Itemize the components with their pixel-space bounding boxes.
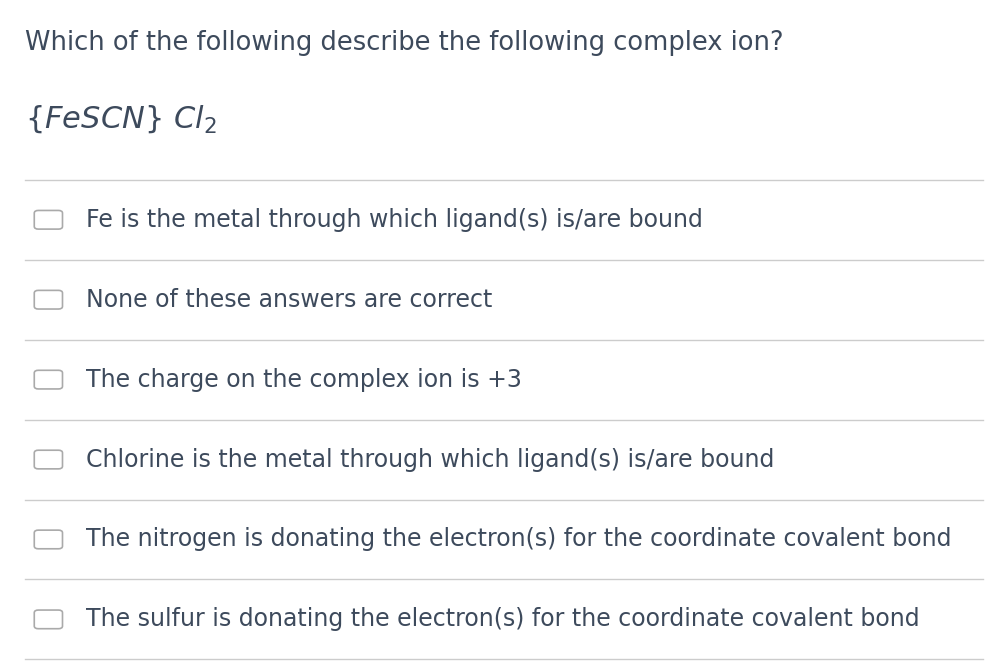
Text: Chlorine is the metal through which ligand(s) is/are bound: Chlorine is the metal through which liga… — [86, 448, 774, 472]
Text: The sulfur is donating the electron(s) for the coordinate covalent bond: The sulfur is donating the electron(s) f… — [86, 607, 919, 631]
FancyBboxPatch shape — [34, 290, 62, 309]
Text: The charge on the complex ion is +3: The charge on the complex ion is +3 — [86, 368, 521, 392]
FancyBboxPatch shape — [34, 610, 62, 629]
FancyBboxPatch shape — [34, 450, 62, 469]
Text: The nitrogen is donating the electron(s) for the coordinate covalent bond: The nitrogen is donating the electron(s)… — [86, 527, 952, 551]
Text: None of these answers are correct: None of these answers are correct — [86, 288, 492, 312]
Text: $\{FeSCN\}\ Cl_2$: $\{FeSCN\}\ Cl_2$ — [25, 103, 217, 135]
FancyBboxPatch shape — [34, 370, 62, 389]
FancyBboxPatch shape — [34, 210, 62, 229]
Text: Fe is the metal through which ligand(s) is/are bound: Fe is the metal through which ligand(s) … — [86, 208, 703, 232]
Text: Which of the following describe the following complex ion?: Which of the following describe the foll… — [25, 30, 783, 56]
FancyBboxPatch shape — [34, 530, 62, 549]
